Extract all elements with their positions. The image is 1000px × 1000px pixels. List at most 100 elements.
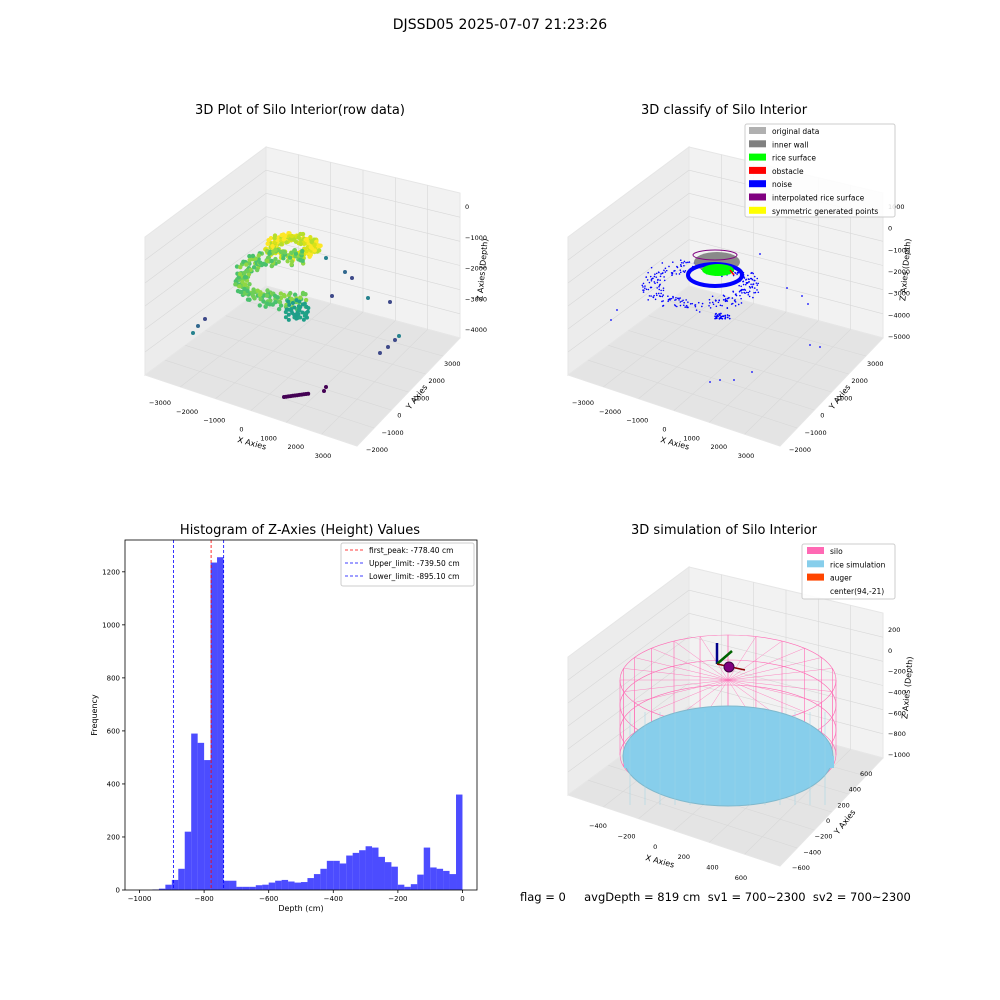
y-tick-label: −600 — [792, 864, 810, 872]
data-point — [305, 309, 310, 314]
noise-point — [688, 261, 691, 263]
noise-point — [786, 287, 788, 289]
noise-point — [742, 283, 745, 286]
noise-point — [655, 276, 658, 278]
data-point — [276, 259, 281, 264]
figure-title: DJSSD05 2025-07-07 21:23:26 — [392, 17, 608, 33]
noise-point — [685, 261, 687, 264]
noise-point — [687, 301, 689, 303]
data-point — [258, 260, 263, 265]
noise-point — [662, 289, 665, 292]
noise-point — [642, 289, 644, 291]
legend-label: symmetric generated points — [772, 207, 878, 216]
noise-point — [747, 274, 749, 277]
noise-point — [719, 314, 721, 317]
z-tick-label: −1000 — [888, 751, 910, 759]
z-tick-label: −800 — [888, 730, 906, 738]
data-point — [316, 248, 322, 253]
legend-label: first_peak: -778.40 cm — [369, 546, 453, 555]
noise-point — [722, 315, 725, 318]
data-point — [343, 270, 347, 274]
grid-line — [567, 216, 690, 307]
noise-point — [756, 284, 759, 286]
histogram-bar — [217, 557, 224, 890]
noise-point — [714, 313, 717, 316]
noise-point — [717, 315, 719, 318]
data-point — [288, 290, 293, 296]
data-point — [258, 296, 263, 302]
noise-point — [656, 281, 659, 284]
data-point — [292, 248, 297, 253]
data-point — [270, 243, 275, 249]
noise-point — [747, 278, 750, 280]
data-point — [238, 265, 243, 270]
data-point — [309, 239, 314, 244]
silo-wire — [727, 647, 805, 681]
data-point — [397, 334, 401, 338]
grid-line — [567, 589, 690, 681]
y-tick-label: 0 — [826, 817, 830, 825]
data-point — [247, 281, 252, 287]
classified-3d-plot[interactable]: −3000 −2000 −1000 0 1000 2000 3000 −2000 −1000 0 1… — [0, 0, 1000, 500]
data-point — [203, 317, 207, 321]
data-point — [237, 284, 242, 289]
x-tick-label: 600 — [735, 874, 747, 882]
legend-label: auger — [830, 574, 853, 583]
silo-wire — [727, 679, 833, 692]
data-point — [264, 293, 270, 298]
panel3-title: Histogram of Z-Axies (Height) Values — [179, 523, 421, 538]
data-point — [301, 317, 306, 322]
data-point — [265, 241, 270, 247]
noise-point — [717, 301, 720, 304]
legend-swatch — [807, 586, 824, 594]
noise-point — [726, 314, 729, 316]
noise-point — [734, 299, 736, 301]
z-tick-label: −4000 — [465, 326, 487, 334]
noise-point — [738, 284, 740, 287]
noise-point — [751, 286, 754, 289]
noise-point — [667, 295, 669, 297]
noise-point — [645, 276, 648, 278]
noise-point — [751, 271, 753, 274]
noise-point — [715, 305, 718, 308]
data-point — [287, 302, 292, 307]
data-point — [292, 305, 297, 310]
noise-point — [751, 278, 754, 281]
z-tick-label: −2000 — [888, 268, 910, 276]
data-point — [242, 286, 247, 292]
data-point — [292, 292, 298, 297]
noise-point — [748, 290, 751, 293]
data-point — [366, 296, 370, 300]
noise-point — [641, 284, 644, 287]
noise-point — [676, 305, 678, 308]
data-point — [289, 296, 294, 302]
noise-point — [752, 272, 755, 275]
noise-point — [701, 305, 703, 308]
data-point — [303, 297, 309, 303]
noise-point — [667, 300, 669, 303]
noise-point — [752, 296, 754, 299]
noise-point — [749, 287, 752, 289]
panel2-title: 3D classify of Silo Interior — [640, 103, 808, 118]
data-point — [278, 295, 284, 301]
data-point — [255, 288, 260, 293]
noise-point — [728, 317, 731, 320]
histogram-bar — [365, 846, 373, 890]
data-point — [279, 232, 284, 238]
noise-point — [646, 279, 649, 281]
panel4-title: 3D simulation of Silo Interior — [631, 523, 817, 538]
histogram-bar — [262, 884, 269, 890]
noise-point — [685, 299, 687, 301]
noise-point — [715, 315, 718, 318]
noise-point — [741, 288, 743, 291]
data-point — [251, 265, 257, 270]
raw-data-3d-plot[interactable]: −3000 −2000 −1000 0 1000 2000 3000 −2000 −1000 0 1… — [0, 0, 500, 500]
histogram-bar — [378, 856, 385, 890]
depth-histogram[interactable]: −1000 −800 −600 −400 −200 0020040060080010001… — [0, 0, 500, 1000]
noise-point — [745, 278, 748, 281]
rice-surface-region — [702, 264, 734, 276]
noise-point — [664, 271, 667, 273]
grid-line — [567, 169, 690, 261]
noise-point — [645, 288, 648, 291]
